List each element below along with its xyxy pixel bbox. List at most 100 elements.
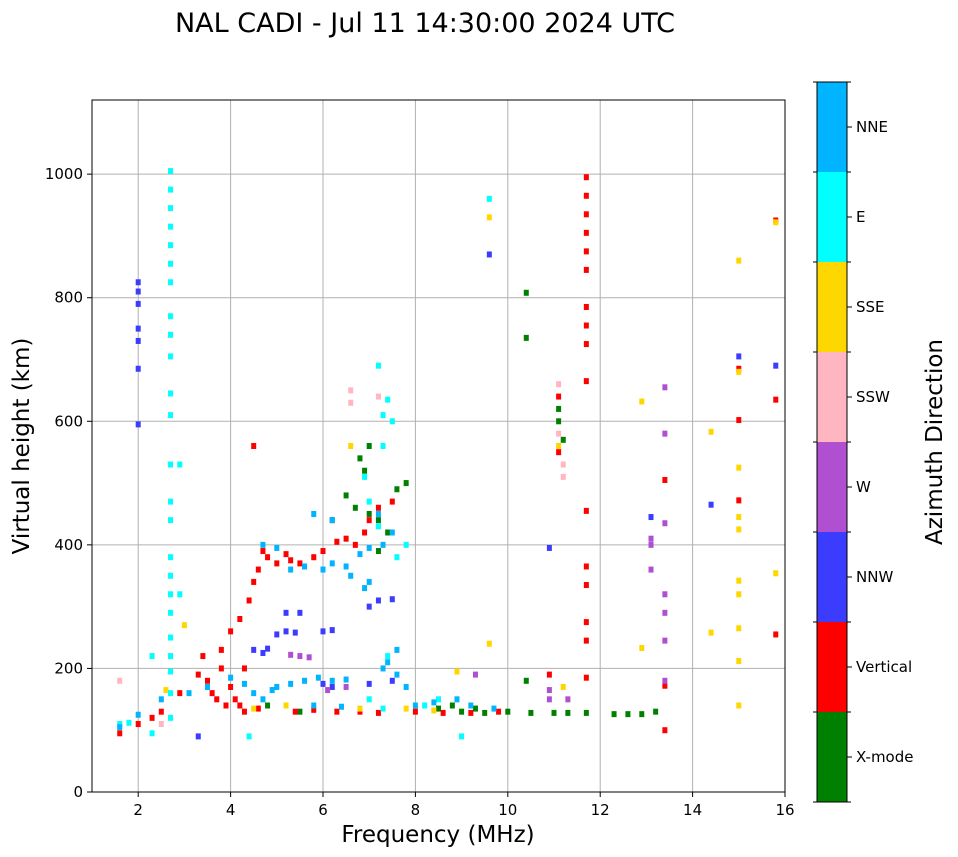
- data-point: [177, 690, 183, 697]
- data-point: [168, 223, 174, 230]
- data-point: [440, 709, 446, 716]
- colorbar-category-label: Vertical: [856, 658, 912, 676]
- data-point: [736, 702, 742, 709]
- data-point: [237, 616, 243, 622]
- data-point: [334, 538, 340, 545]
- data-point: [459, 708, 465, 715]
- series-x-mode: [265, 289, 659, 718]
- data-point: [736, 514, 742, 521]
- colorbar-segment: [817, 352, 847, 442]
- data-point: [297, 560, 303, 567]
- data-point: [135, 721, 141, 728]
- data-point: [348, 572, 354, 579]
- data-point: [205, 677, 210, 684]
- data-point: [135, 279, 141, 286]
- data-point: [773, 631, 779, 638]
- data-point: [375, 504, 381, 511]
- data-point: [168, 591, 174, 598]
- y-axis-label: Virtual height (km): [9, 338, 35, 555]
- grid-lines: [92, 100, 786, 793]
- data-point: [366, 517, 372, 524]
- data-point: [394, 646, 400, 653]
- data-point: [329, 560, 335, 567]
- data-point: [241, 680, 247, 687]
- data-point: [422, 702, 428, 709]
- data-point: [168, 279, 174, 286]
- data-point: [583, 582, 589, 589]
- data-point: [315, 674, 321, 681]
- colorbar-segment: [817, 712, 847, 802]
- data-point: [181, 622, 187, 629]
- data-point: [412, 708, 418, 715]
- data-point: [177, 591, 183, 598]
- data-point: [546, 671, 552, 678]
- data-point: [260, 548, 266, 555]
- data-point: [168, 572, 174, 579]
- data-point: [394, 554, 400, 561]
- data-point: [274, 560, 280, 567]
- data-point: [302, 563, 308, 570]
- data-point: [491, 705, 497, 712]
- data-point: [269, 687, 275, 694]
- data-point: [357, 705, 363, 712]
- data-point: [214, 696, 220, 703]
- data-point: [736, 464, 742, 471]
- data-point: [135, 365, 141, 372]
- chart-title: NAL CADI - Jul 11 14:30:00 2024 UTC: [175, 8, 675, 39]
- data-point: [736, 591, 742, 598]
- data-point: [389, 529, 395, 536]
- colorbar-frame: [816, 81, 848, 803]
- data-point: [218, 646, 224, 653]
- x-tick-label: 4: [226, 801, 236, 819]
- data-point: [251, 705, 257, 712]
- data-point: [218, 665, 224, 672]
- data-point: [126, 719, 132, 726]
- data-point: [736, 577, 742, 584]
- data-point: [366, 510, 372, 517]
- data-point: [583, 619, 589, 626]
- x-axis-label: Frequency (MHz): [341, 822, 534, 848]
- data-point: [357, 551, 363, 558]
- data-point: [168, 331, 174, 338]
- data-point: [362, 467, 368, 474]
- data-point: [556, 449, 562, 456]
- data-point: [468, 709, 474, 716]
- series-nne: [117, 510, 497, 731]
- data-point: [329, 683, 335, 690]
- data-point: [311, 706, 317, 713]
- data-point: [385, 396, 391, 403]
- data-point: [583, 303, 589, 310]
- data-point: [662, 682, 668, 689]
- data-point: [375, 362, 381, 369]
- data-point: [736, 497, 742, 504]
- data-point: [556, 443, 562, 449]
- data-point: [565, 696, 571, 703]
- data-point: [653, 708, 659, 715]
- data-point: [560, 473, 566, 480]
- data-point: [297, 609, 303, 616]
- data-point: [228, 674, 234, 681]
- data-point: [662, 727, 668, 734]
- x-tick-label: 10: [498, 801, 517, 819]
- x-tick-label: 14: [683, 801, 702, 819]
- data-point: [168, 186, 174, 193]
- data-point: [639, 398, 645, 405]
- data-point: [241, 708, 247, 715]
- data-point: [556, 430, 562, 437]
- colorbar-segment: [817, 532, 847, 622]
- data-point: [168, 353, 174, 360]
- y-tick-label: 600: [54, 412, 83, 430]
- data-point: [773, 570, 779, 577]
- data-point: [329, 517, 335, 524]
- data-point: [556, 381, 562, 388]
- data-point: [343, 535, 349, 542]
- data-point: [583, 266, 589, 273]
- data-point: [362, 473, 368, 480]
- data-point: [736, 368, 742, 375]
- data-point: [168, 390, 174, 397]
- data-point: [149, 653, 155, 660]
- data-point: [366, 578, 372, 585]
- data-point: [375, 597, 381, 604]
- data-point: [228, 683, 234, 690]
- data-point: [302, 677, 308, 684]
